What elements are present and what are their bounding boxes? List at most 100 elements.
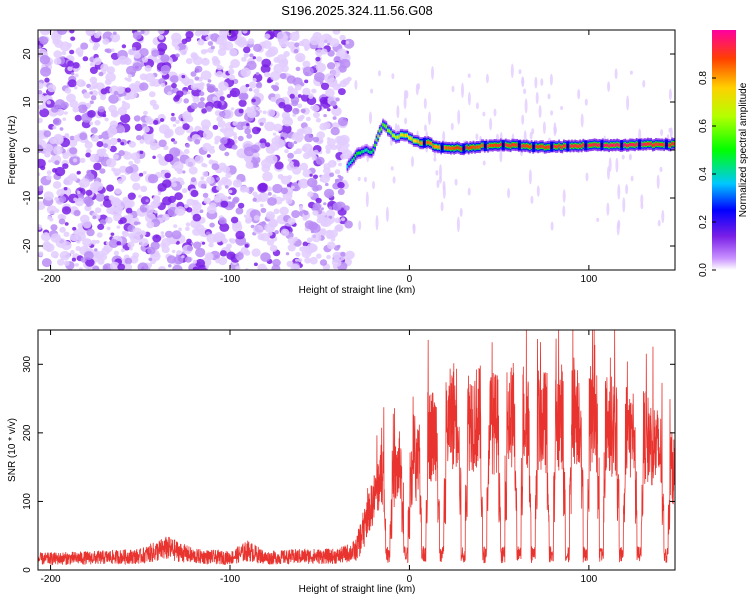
noise-blob [467, 73, 471, 78]
ridge-cell [611, 143, 614, 147]
ridge-cell [435, 144, 438, 149]
ridge-cell [648, 142, 651, 146]
noise-blob [315, 56, 321, 62]
noise-blob [112, 31, 117, 35]
spectrogram-x-label: Height of straight line (km) [299, 285, 416, 296]
noise-blob [176, 250, 183, 256]
noise-blob [38, 132, 43, 138]
noise-blob [90, 90, 98, 97]
noise-blob [285, 198, 293, 205]
ridge-cell [606, 143, 609, 147]
noise-blob [296, 56, 303, 62]
noise-blob [157, 192, 162, 196]
ridge-cell [496, 144, 499, 148]
noise-blob [365, 191, 369, 208]
noise-blob [306, 177, 318, 188]
snr-panel: -200 -100 0 100 0 100 200 300 Height of straig… [7, 329, 676, 595]
ridge-cell [626, 144, 628, 148]
noise-blob [144, 116, 152, 123]
noise-blob [218, 256, 228, 266]
noise-blob [608, 157, 612, 172]
noise-blob [287, 41, 296, 49]
noise-blob [242, 125, 247, 130]
noise-blob [577, 89, 581, 100]
noise-blob [70, 72, 75, 76]
noise-blob [53, 145, 63, 155]
ridge-cell [471, 146, 473, 150]
ridge-cell [569, 144, 572, 148]
noise-blob [141, 231, 147, 236]
noise-blob [216, 185, 222, 191]
noise-blob [170, 75, 179, 84]
ridge-gap-core [566, 144, 569, 149]
noise-blob [229, 48, 238, 57]
noise-blob [327, 108, 331, 112]
noise-blob [153, 195, 161, 203]
noise-blob [133, 52, 142, 59]
noise-blob [153, 210, 158, 214]
noise-blob [124, 87, 131, 93]
noise-blob [299, 207, 303, 212]
noise-blob [41, 232, 51, 242]
noise-blob [192, 266, 199, 270]
noise-blob [83, 92, 91, 99]
noise-blob [538, 105, 542, 118]
noise-blob [337, 181, 345, 189]
noise-blob [323, 202, 327, 206]
noise-blob [93, 162, 102, 171]
ridge-gap-core [620, 143, 623, 148]
noise-blob [69, 147, 78, 155]
noise-blob [391, 73, 395, 80]
noise-blob [251, 98, 256, 103]
ridge-cell [577, 144, 580, 149]
ridge-cell [458, 146, 460, 150]
ridge-cell [605, 143, 607, 147]
noise-blob [228, 238, 233, 242]
ridge-cell [398, 135, 401, 139]
noise-blob [108, 239, 119, 248]
noise-blob [74, 73, 79, 78]
noise-blob [124, 257, 133, 265]
ridge-cell [451, 146, 454, 150]
ridge-cell [348, 162, 350, 166]
noise-blob [140, 30, 145, 35]
noise-blob [152, 234, 162, 243]
noise-blob [127, 213, 132, 217]
noise-blob [173, 140, 178, 145]
ridge-cell [487, 145, 489, 149]
ridge-cell [387, 128, 389, 132]
noise-blob [86, 102, 92, 108]
noise-blob [148, 257, 153, 261]
noise-blob [302, 126, 313, 136]
ridge-cell [380, 127, 383, 131]
noise-blob [192, 56, 203, 66]
ridge-cell [650, 142, 652, 146]
noise-blob [102, 113, 107, 118]
noise-blob [132, 182, 141, 191]
noise-blob [114, 188, 122, 195]
noise-blob [378, 70, 381, 77]
noise-blob [122, 230, 129, 237]
ridge-cell [506, 143, 509, 147]
noise-blob [228, 189, 233, 194]
ridge-cell [635, 142, 638, 146]
noise-blob [253, 215, 260, 221]
noise-blob [97, 106, 105, 113]
noise-blob [166, 255, 177, 264]
noise-blob [160, 234, 165, 239]
noise-blob [442, 180, 446, 192]
noise-blob [485, 73, 489, 84]
noise-blob [82, 238, 92, 248]
ridge-cell [406, 133, 409, 137]
noise-blob [132, 252, 140, 259]
noise-blob [103, 143, 109, 148]
noise-blob [185, 143, 191, 148]
noise-blob [67, 66, 73, 72]
ridge-cell [603, 143, 606, 147]
noise-blob [82, 56, 89, 62]
ridge-cell [433, 145, 436, 149]
noise-blob [337, 117, 348, 127]
noise-blob [297, 258, 303, 263]
noise-blob [63, 111, 68, 115]
